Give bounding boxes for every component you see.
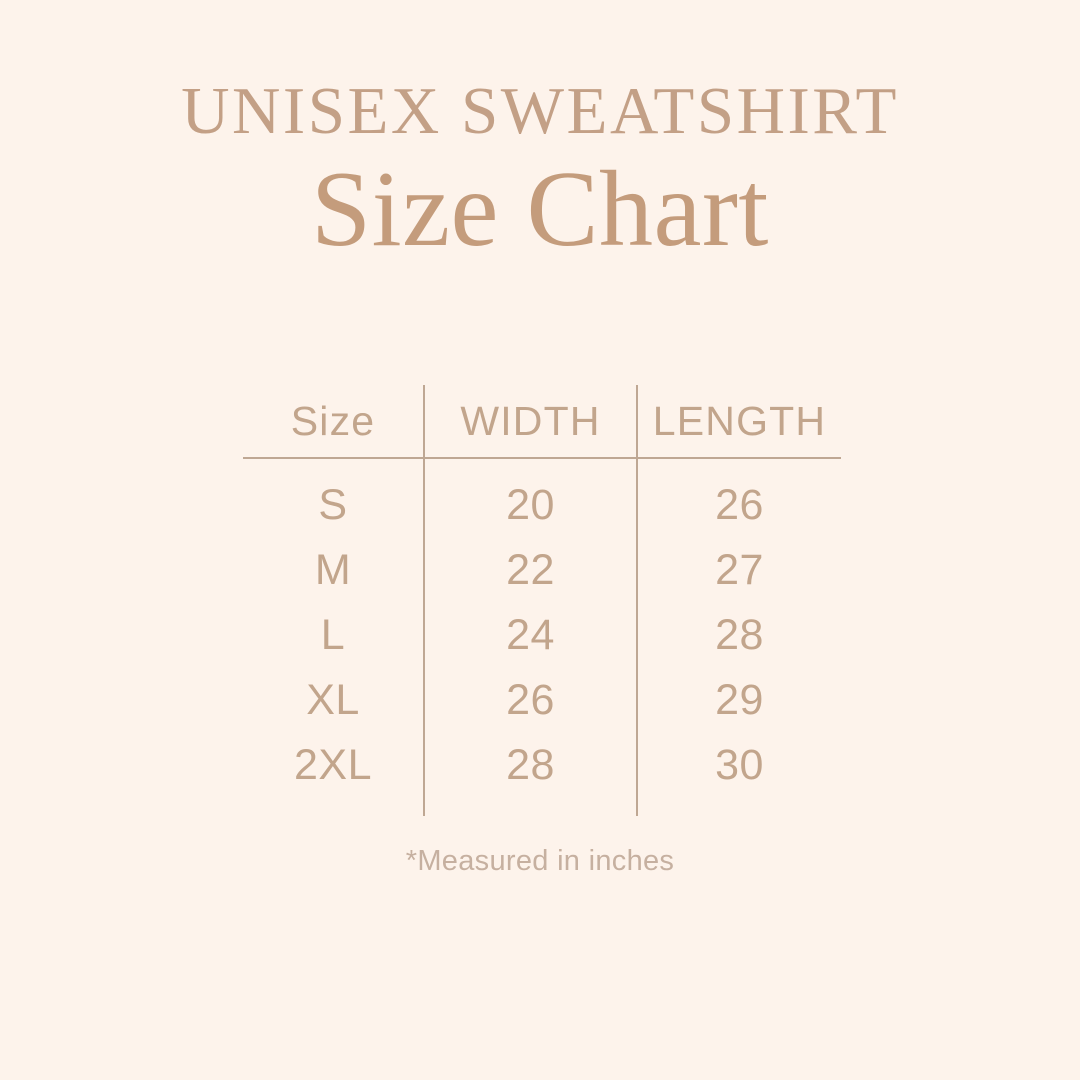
column-divider-width-length (636, 390, 638, 803)
table-row: 2XL 28 30 (243, 733, 841, 816)
table-header-row: Size WIDTH LENGTH (243, 385, 841, 459)
page-title: Size Chart (311, 150, 769, 269)
page-heading: UNISEX SWEATSHIRT Size Chart (0, 74, 1080, 268)
product-title: UNISEX SWEATSHIRT (181, 74, 899, 148)
cell-width: 22 (423, 538, 637, 603)
cell-width: 26 (423, 668, 637, 733)
table-row: XL 26 29 (243, 668, 841, 733)
cell-size: S (318, 481, 348, 529)
table-body: S 20 26 M 22 27 L 24 28 XL 26 29 (243, 458, 841, 816)
cell-length: 30 (636, 733, 841, 816)
table-header: Size WIDTH LENGTH (243, 385, 841, 459)
cell-size: L (320, 611, 346, 659)
table-row: M 22 27 (243, 538, 841, 603)
cell-length: 29 (636, 668, 841, 733)
column-divider-size-width (423, 390, 425, 803)
size-table-container: Size WIDTH LENGTH S 20 26 M 22 27 L (243, 385, 841, 816)
cell-size: M (314, 546, 352, 594)
measurement-note: *Measured in inches (405, 845, 675, 877)
cell-width: 28 (423, 733, 637, 816)
column-header-width: WIDTH (423, 385, 637, 459)
cell-length: 28 (636, 603, 841, 668)
cell-width: 20 (423, 458, 637, 538)
table-row: S 20 26 (243, 458, 841, 538)
column-header-length: LENGTH (636, 385, 841, 459)
table-row: L 24 28 (243, 603, 841, 668)
column-header-size: Size (243, 385, 424, 459)
cell-size: XL (306, 676, 360, 724)
size-table: Size WIDTH LENGTH S 20 26 M 22 27 L (243, 385, 841, 816)
cell-length: 26 (636, 458, 841, 538)
cell-width: 24 (423, 603, 637, 668)
cell-size: 2XL (293, 741, 372, 789)
cell-length: 27 (636, 538, 841, 603)
